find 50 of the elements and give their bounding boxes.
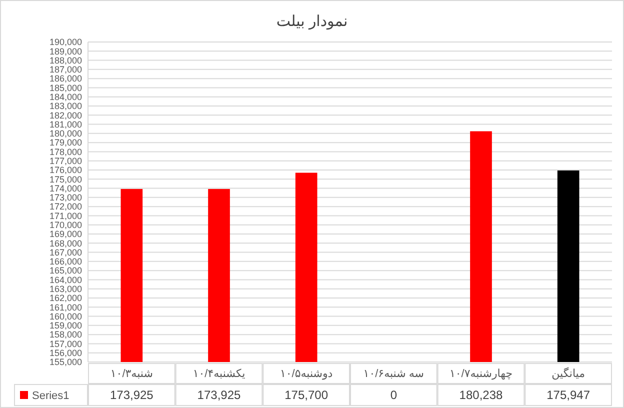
y-tick-label: 163,000 bbox=[49, 284, 82, 294]
data-label: 173,925 bbox=[197, 388, 242, 402]
y-tick-label: 157,000 bbox=[49, 338, 82, 349]
y-tick-label: 167,000 bbox=[49, 247, 82, 258]
y-tick-label: 180,000 bbox=[49, 128, 82, 139]
y-tick-label: 182,000 bbox=[49, 110, 82, 120]
y-tick-label: 181,000 bbox=[49, 119, 82, 130]
y-tick-label: 170,000 bbox=[49, 220, 82, 230]
y-tick-label: 169,000 bbox=[49, 229, 82, 240]
y-tick-label: 178,000 bbox=[49, 146, 82, 157]
y-tick-label: 166,000 bbox=[49, 256, 82, 267]
data-label: 175,700 bbox=[284, 388, 328, 402]
y-tick-label: 160,000 bbox=[49, 311, 82, 322]
y-tick-label: 162,000 bbox=[49, 293, 82, 304]
y-tick-label: 156,000 bbox=[49, 348, 82, 358]
y-tick-label: 190,000 bbox=[49, 37, 82, 48]
y-tick-label: 159,000 bbox=[49, 320, 82, 331]
data-label: 180,238 bbox=[459, 388, 504, 402]
text: 0 bbox=[390, 388, 398, 402]
y-tick-label: 185,000 bbox=[49, 82, 82, 93]
y-tick-label: 164,000 bbox=[49, 274, 82, 285]
y-tick-label: 184,000 bbox=[49, 92, 82, 102]
y-tick-label: 172,000 bbox=[49, 202, 82, 212]
y-tick-label: 175,000 bbox=[49, 174, 82, 184]
y-tick-label: 155,000 bbox=[49, 357, 82, 368]
x-tick-label: میانگین bbox=[552, 366, 586, 380]
x-tick-label: چهارشنبه۱۰/۷ bbox=[449, 368, 513, 380]
y-tick-label: 158,000 bbox=[49, 330, 82, 340]
y-tick-label: 187,000 bbox=[49, 64, 82, 75]
data-label: 173,925 bbox=[110, 388, 154, 402]
chart-title: نمودار بیلت bbox=[276, 13, 348, 30]
y-tick-label: 176,000 bbox=[49, 165, 82, 176]
x-tick-label: سه شنبه۱۰/۶ bbox=[363, 368, 424, 380]
y-tick-label: 186,000 bbox=[49, 74, 82, 84]
x-tick-label: دوشنبه۱۰/۵ bbox=[280, 368, 333, 380]
y-tick-label: 177,000 bbox=[49, 156, 82, 166]
y-tick-label: 161,000 bbox=[49, 302, 82, 312]
legend-label: Series1 bbox=[32, 390, 70, 402]
x-tick-label: شنبه۱۰/۳ bbox=[110, 368, 153, 380]
x-tick-label: یکشنبه۱۰/۴ bbox=[192, 368, 246, 380]
y-tick-label: 165,000 bbox=[49, 266, 82, 276]
y-tick-label: 179,000 bbox=[49, 138, 82, 148]
y-tick-label: 173,000 bbox=[49, 192, 82, 203]
y-tick-label: 188,000 bbox=[49, 55, 82, 66]
y-tick-label: 183,000 bbox=[49, 101, 82, 112]
y-tick-label: 174,000 bbox=[49, 183, 82, 194]
y-tick-label: 171,000 bbox=[49, 210, 82, 221]
y-tick-label: 168,000 bbox=[49, 238, 82, 248]
y-tick-label: 189,000 bbox=[49, 46, 82, 56]
data-label: 175,947 bbox=[546, 388, 590, 402]
